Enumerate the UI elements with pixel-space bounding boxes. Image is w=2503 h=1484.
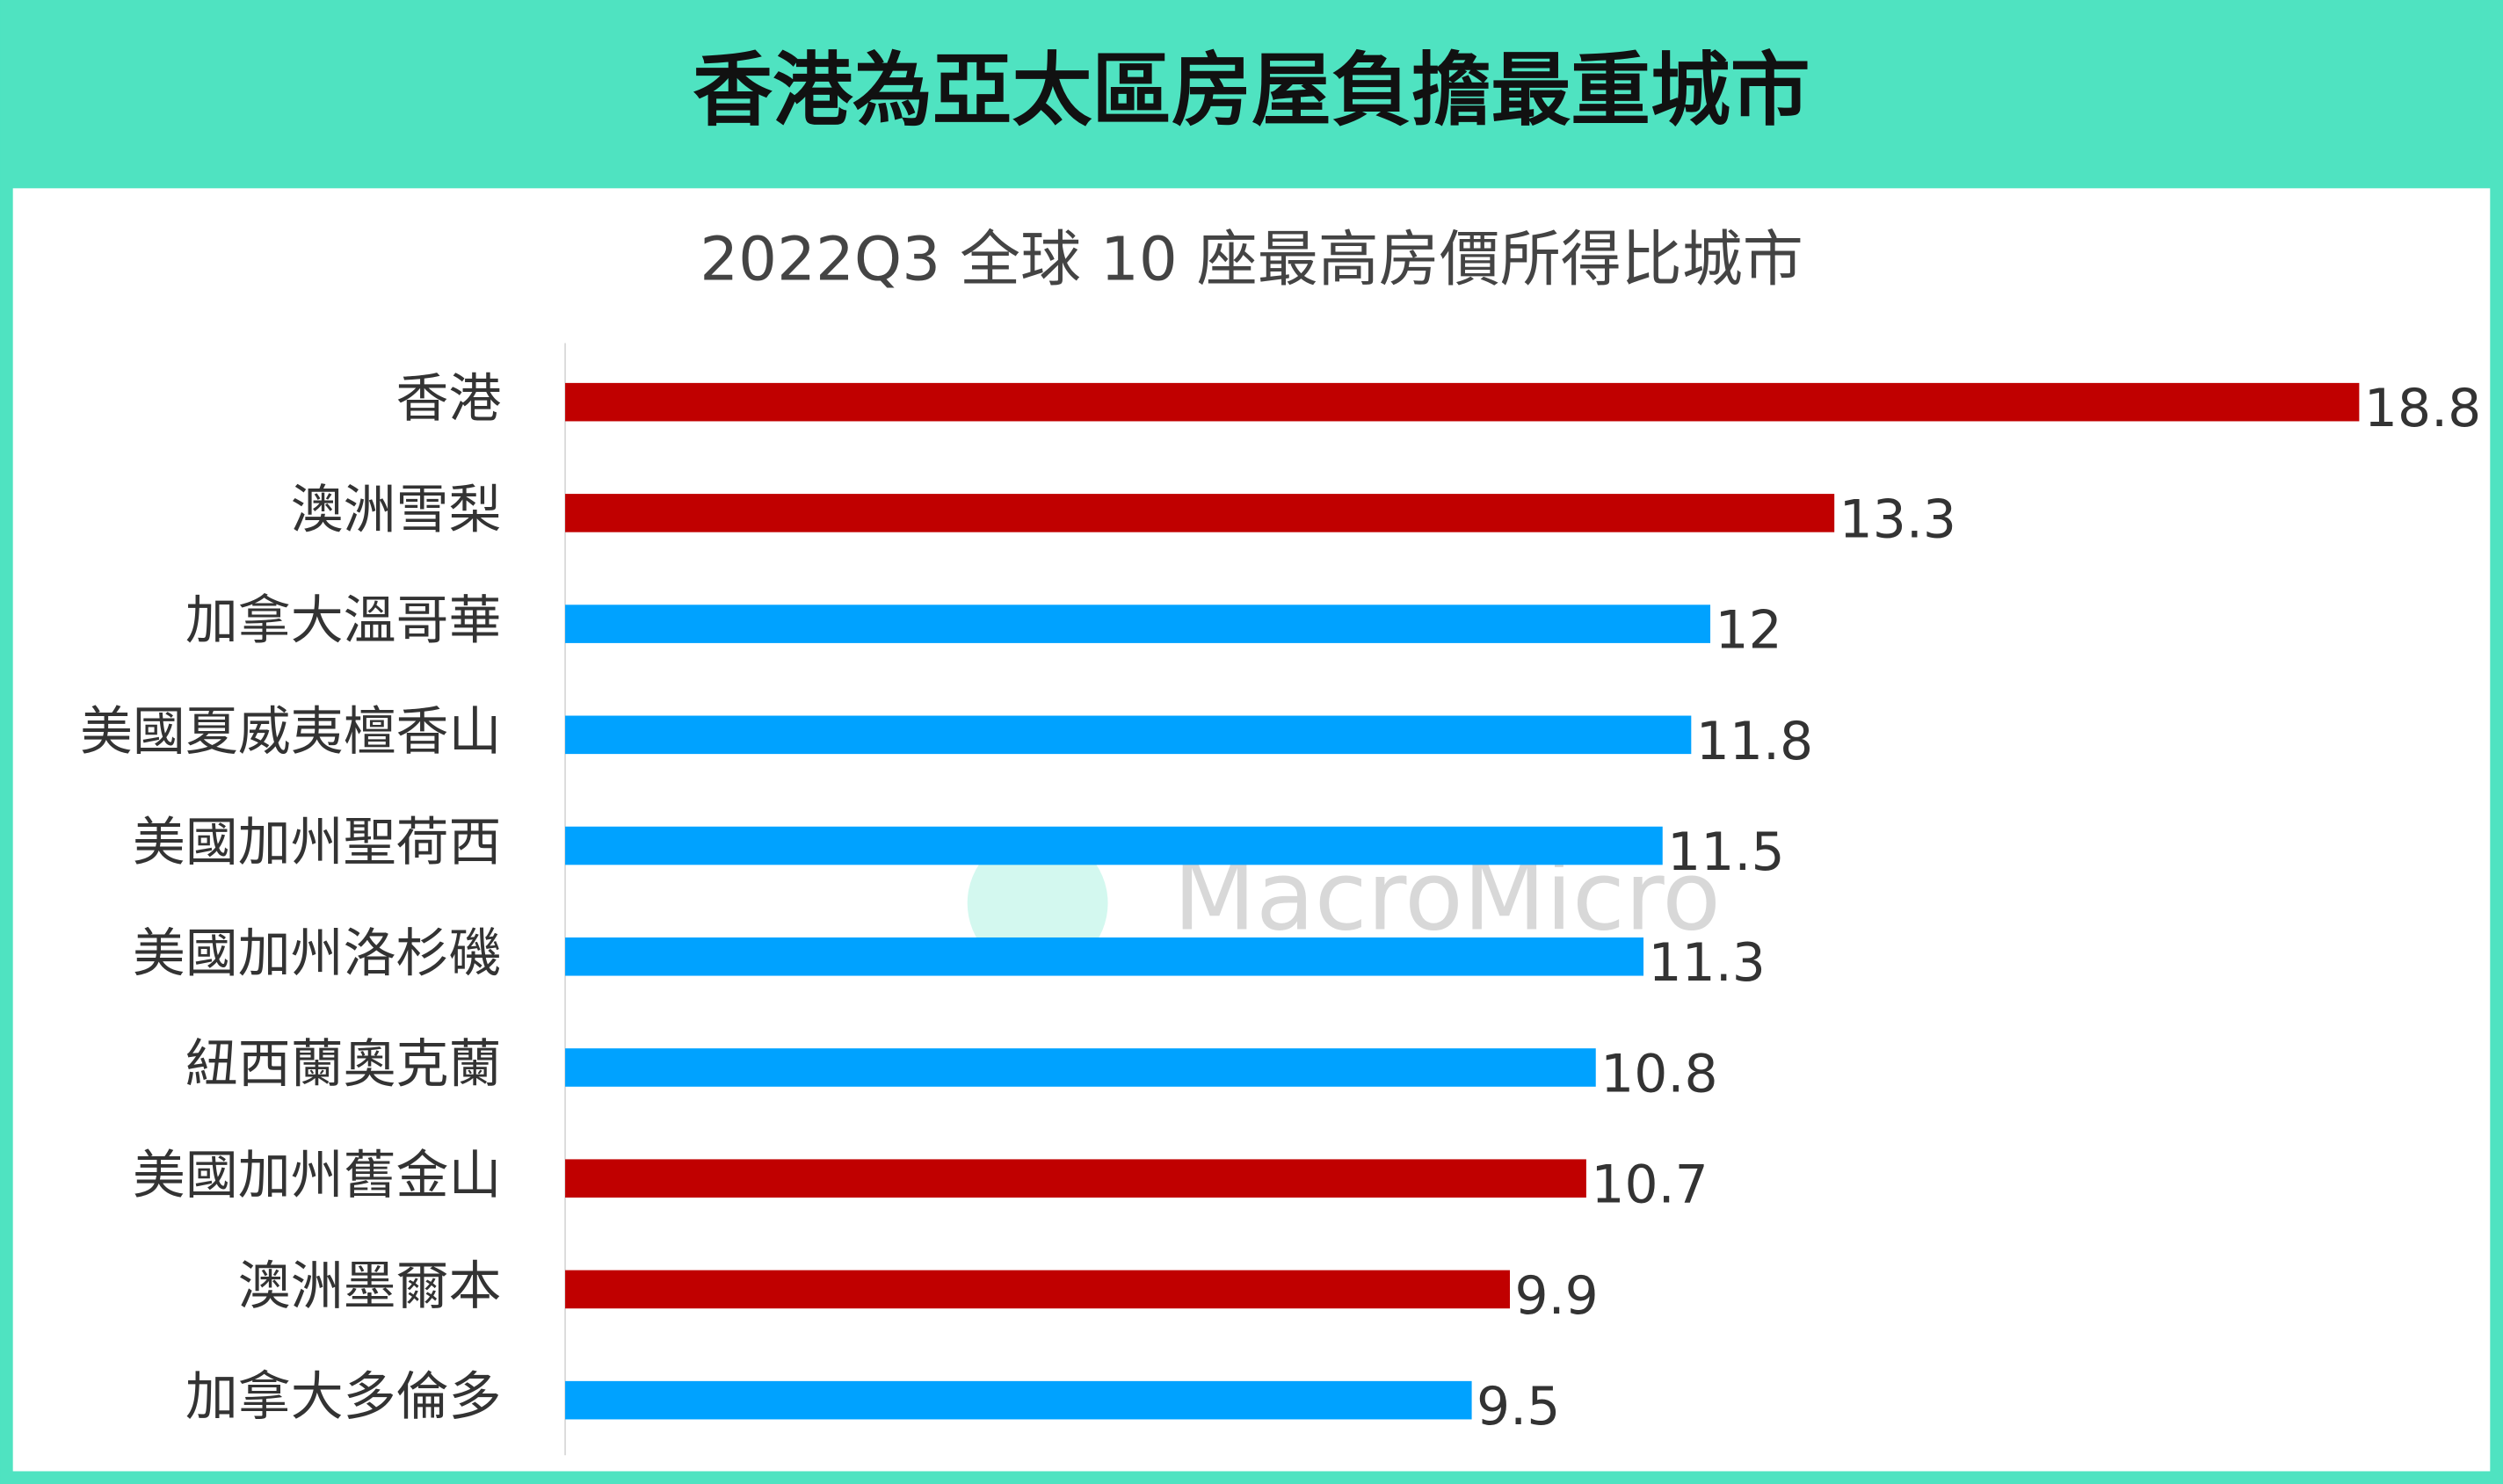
y-tick-label: 美國加州聖荷西 [133, 812, 501, 873]
chart-subtitle: 2022Q3 全球 10 座最高房價所得比城市 [700, 225, 1803, 295]
value-label: 11.8 [1696, 711, 1813, 772]
bar [565, 715, 1692, 755]
y-tick-label: 香港 [396, 368, 502, 430]
value-label: 18.8 [2364, 378, 2481, 439]
value-label: 11.3 [1648, 932, 1765, 994]
value-label: 10.7 [1591, 1155, 1708, 1216]
bar [565, 826, 1663, 865]
value-label: 10.8 [1600, 1043, 1717, 1104]
value-label: 11.5 [1667, 822, 1784, 883]
bar [565, 1048, 1596, 1087]
y-tick-label: 美國加州舊金山 [133, 1145, 501, 1206]
chart-title: 香港為亞太區房屋負擔最重城市 [693, 45, 1810, 137]
bar [565, 604, 1711, 643]
bar [565, 382, 2360, 422]
bar [565, 1380, 1472, 1420]
y-tick-label: 澳洲墨爾本 [238, 1256, 502, 1317]
value-label: 12 [1715, 600, 1781, 662]
bar [565, 1159, 1586, 1198]
y-tick-label: 加拿大多倫多 [185, 1366, 502, 1428]
y-tick-label: 美國夏威夷檀香山 [80, 701, 501, 763]
value-label: 13.3 [1839, 489, 1956, 550]
y-tick-label: 澳洲雪梨 [291, 479, 502, 540]
y-tick-label: 美國加州洛杉磯 [133, 923, 501, 984]
value-label: 9.9 [1514, 1265, 1598, 1327]
bar [565, 937, 1644, 976]
value-label: 9.5 [1476, 1376, 1560, 1437]
y-tick-label: 加拿大溫哥華 [185, 590, 502, 652]
bar [565, 1270, 1511, 1309]
bar [565, 494, 1835, 532]
y-tick-label: 紐西蘭奧克蘭 [185, 1034, 502, 1096]
